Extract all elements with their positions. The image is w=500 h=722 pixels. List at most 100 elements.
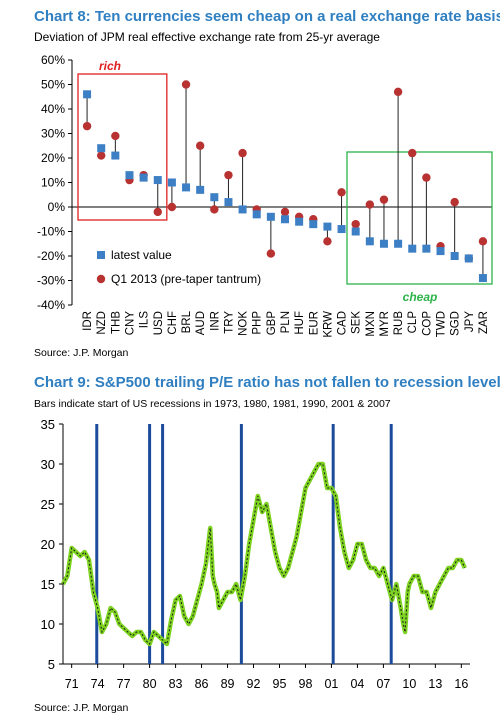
latest-point-cad [337, 225, 346, 234]
category-label: ZAR [478, 311, 490, 334]
category-label: NOK [238, 311, 250, 336]
legend-q1-2013-marker [96, 274, 106, 284]
y-tick-label: 60% [41, 53, 65, 67]
category-label: AUD [195, 311, 207, 335]
y-tick-label: 0% [48, 200, 66, 214]
category-label: RUB [393, 311, 405, 336]
latest-point-sek [351, 227, 360, 236]
category-label: SEK [351, 311, 363, 334]
q1-2013-point-rub [393, 87, 403, 97]
cheap-box [346, 151, 493, 285]
latest-point-nzd [97, 144, 106, 153]
y-tick-label: 10 [41, 617, 55, 632]
y-tick-label: -10% [37, 225, 65, 239]
latest-point-try [224, 198, 233, 207]
latest-point-php [252, 210, 261, 219]
latest-point-nok [238, 205, 247, 214]
chart9-source: Source: J.P. Morgan [34, 702, 129, 714]
chart8-plot: 60% 50% 40% 30% 20% 10% 0% -10% -20% -30% -40% rich… [37, 53, 493, 338]
category-label: ILS [139, 311, 151, 329]
latest-point-ils [139, 173, 148, 182]
latest-point-thb [111, 151, 120, 160]
latest-point-rub [394, 239, 403, 248]
chart8-source: Source: J.P. Morgan [34, 347, 129, 359]
category-label: CAD [337, 311, 349, 335]
category-label: TWD [436, 311, 448, 337]
y-tick-label: 50% [41, 78, 65, 92]
q1-2013-point-zar [478, 237, 488, 246]
category-label: KRW [322, 311, 334, 338]
q1-2013-point-try [224, 170, 233, 180]
x-tick-label: 13 [428, 677, 442, 691]
category-label: EUR [308, 311, 320, 335]
q1-2013-point-cad [337, 188, 346, 197]
q1-2013-point-idr [82, 121, 92, 131]
q1-2013-point-brl [181, 80, 191, 89]
x-tick-label: 77 [117, 677, 131, 691]
pe-ratio-line [61, 461, 467, 647]
latest-point-sgd [450, 252, 459, 260]
q1-2013-point-mxn [365, 200, 375, 209]
x-tick-label: 92 [247, 677, 261, 691]
y-tick-label: 25 [41, 497, 55, 512]
category-label: THB [110, 311, 122, 334]
latest-point-aud [196, 185, 205, 194]
q1-2013-point-usd [153, 207, 162, 217]
rich-box [77, 73, 168, 221]
latest-point-jpy [464, 254, 473, 263]
y-tick-label: 15 [41, 577, 55, 592]
legend-latest-label: latest value [111, 248, 172, 262]
q1-2013-point-chf [167, 202, 177, 212]
q1-2013-point-gbp [266, 249, 276, 258]
latest-point-cny [125, 171, 134, 180]
latest-point-twd [436, 247, 445, 256]
rich-label: rich [99, 59, 121, 73]
latest-point-idr [83, 90, 92, 99]
y-tick-label: 30 [41, 457, 55, 472]
y-tick-label: 20% [41, 151, 65, 165]
latest-point-zar [478, 274, 487, 283]
q1-2013-point-nok [238, 148, 247, 158]
x-tick-label: 07 [376, 677, 390, 691]
latest-point-inr [210, 193, 219, 202]
latest-point-cop [422, 244, 431, 253]
category-label: IDR [82, 311, 94, 331]
x-tick-label: 16 [454, 677, 468, 691]
latest-point-gbp [266, 212, 275, 221]
legend-latest-marker [97, 251, 105, 259]
x-tick-label: 71 [65, 677, 79, 691]
latest-point-eur [309, 220, 318, 229]
q1-2013-point-krw [323, 237, 332, 246]
latest-point-usd [153, 176, 162, 185]
latest-point-clp [408, 244, 417, 253]
latest-point-huf [295, 217, 304, 226]
x-tick-label: 89 [221, 677, 235, 691]
category-label: PHP [252, 311, 264, 335]
q1-2013-point-thb [111, 131, 120, 141]
category-label: TRY [223, 311, 235, 334]
x-tick-label: 80 [143, 677, 157, 691]
y-tick-label: -40% [37, 298, 65, 312]
x-tick-label: 95 [273, 677, 287, 691]
category-label: MXN [365, 311, 377, 337]
latest-point-krw [323, 222, 332, 231]
y-tick-label: 30% [41, 127, 65, 141]
legend-q1-2013-label: Q1 2013 (pre-taper tantrum) [111, 272, 261, 286]
x-tick-label: 74 [91, 677, 105, 691]
category-label: MYR [379, 311, 391, 337]
category-label: CNY [124, 311, 136, 336]
latest-point-mxn [365, 237, 374, 246]
x-tick-label: 83 [169, 677, 183, 691]
q1-2013-point-inr [210, 205, 219, 214]
chart9-title: Chart 9: S&P500 trailing P/E ratio has n… [34, 374, 500, 391]
chart8-title: Chart 8: Ten currencies seem cheap on a … [34, 8, 500, 25]
category-label: COP [421, 311, 433, 336]
latest-point-myr [379, 239, 388, 248]
y-tick-label: 40% [41, 102, 65, 116]
cheap-label: cheap [403, 290, 438, 304]
category-label: JPY [464, 311, 476, 332]
category-label: HUF [294, 311, 306, 335]
x-tick-label: 98 [299, 677, 313, 691]
q1-2013-point-sgd [450, 197, 459, 207]
